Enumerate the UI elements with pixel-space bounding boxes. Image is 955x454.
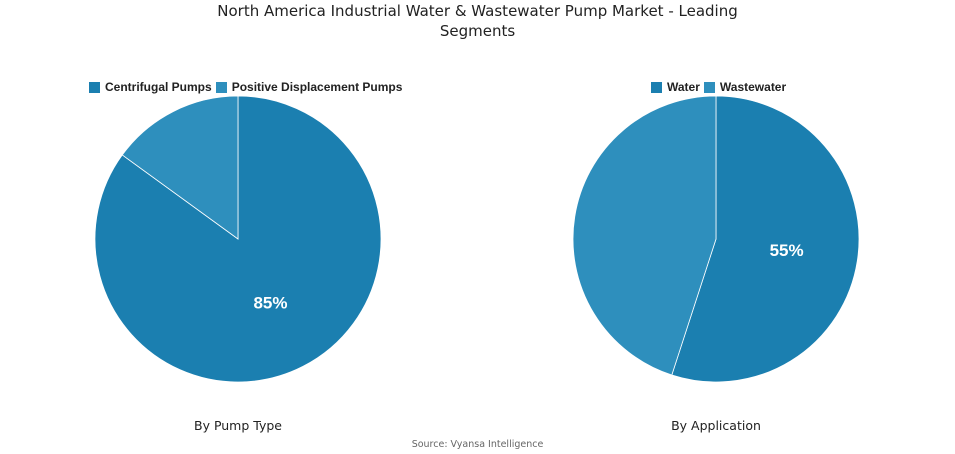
subtitle-pump-type: By Pump Type bbox=[194, 418, 282, 433]
legend-swatch bbox=[651, 81, 662, 93]
legend-pump-type: Centrifugal Pumps Positive Displacement … bbox=[85, 80, 402, 94]
chart-title: North America Industrial Water & Wastewa… bbox=[0, 1, 955, 41]
legend-label: Wastewater bbox=[719, 80, 787, 94]
source-note: Source: Vyansa Intelligence bbox=[411, 439, 544, 450]
legend-label: Centrifugal Pumps bbox=[105, 80, 212, 94]
pie-slice-centrifugal-pumps bbox=[94, 95, 382, 383]
legend-label: Water bbox=[667, 80, 700, 94]
subtitle-application: By Application bbox=[671, 418, 761, 433]
legend-label: Positive Displacement Pumps bbox=[231, 80, 403, 94]
title-line-2: Segments bbox=[439, 22, 516, 40]
data-label: 85% bbox=[253, 294, 287, 313]
data-label: 55% bbox=[770, 241, 804, 260]
legend-application: Water Wastewater bbox=[647, 80, 786, 94]
pie-slice-positive-displacement-pumps bbox=[121, 95, 239, 240]
legend-swatch bbox=[703, 81, 715, 93]
title-line-1: North America Industrial Water & Wastewa… bbox=[217, 2, 738, 20]
legend-swatch bbox=[215, 81, 227, 93]
pie-slice-water bbox=[671, 95, 860, 383]
legend-swatch bbox=[89, 81, 100, 93]
pie-slice-wastewater bbox=[572, 95, 717, 376]
